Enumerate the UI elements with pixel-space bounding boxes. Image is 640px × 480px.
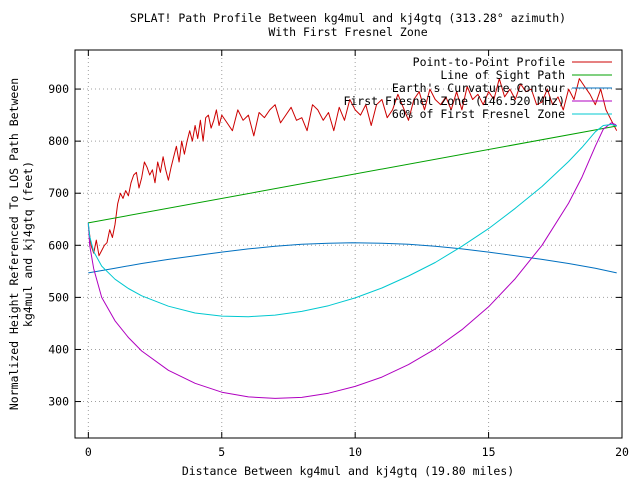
x-tick-label: 0 xyxy=(85,445,92,459)
series-layer xyxy=(87,78,618,399)
y-tick-label: 500 xyxy=(48,290,69,304)
series-line-earth-s-curvature-contour xyxy=(88,242,617,274)
y-axis-label-line-2: kg4mul and kj4gtq (feet) xyxy=(21,161,35,327)
y-tick-label: 700 xyxy=(48,186,69,200)
series-line-60-of-first-fresnel-zone xyxy=(87,124,617,318)
plot-frame xyxy=(74,49,623,439)
x-tick-label: 5 xyxy=(218,445,225,459)
legend-label-60-of-first-fresnel-zone: 60% of First Fresnel Zone xyxy=(392,107,565,121)
x-tick-label: 10 xyxy=(348,445,362,459)
legend-label-point-to-point-profile: Point-to-Point Profile xyxy=(413,55,565,69)
legend-label-earth-s-curvature-contour: Earth's Curvature Contour xyxy=(392,81,565,95)
y-tick-label: 800 xyxy=(48,134,69,148)
chart-title: SPLAT! Path Profile Between kg4mul and k… xyxy=(130,11,566,25)
y-axis-label-line-1: Normalized Height Referenced To LOS Path… xyxy=(7,78,21,410)
legend-label-line-of-sight-path: Line of Sight Path xyxy=(440,68,565,82)
series-line-point-to-point-profile xyxy=(87,78,618,257)
ticks: 300 400 500 600 700 800 900 0 5 10 15 20 xyxy=(48,50,629,459)
y-tick-label: 300 xyxy=(48,395,69,409)
legend-label-first-fresnel-zone-146-520-mhz: First Fresnel Zone (146.520 MHz) xyxy=(343,94,565,108)
x-tick-label: 15 xyxy=(482,445,496,459)
y-tick-label: 600 xyxy=(48,238,69,252)
x-axis-label: Distance Between kg4mul and kj4gtq (19.8… xyxy=(182,464,514,478)
series-line-first-fresnel-zone-146-520-mhz xyxy=(87,122,618,399)
y-tick-label: 400 xyxy=(48,342,69,356)
series-line-line-of-sight-path xyxy=(88,125,617,224)
x-tick-label: 20 xyxy=(615,445,629,459)
chart-subtitle: With First Fresnel Zone xyxy=(268,25,427,39)
y-tick-label: 900 xyxy=(48,82,69,96)
